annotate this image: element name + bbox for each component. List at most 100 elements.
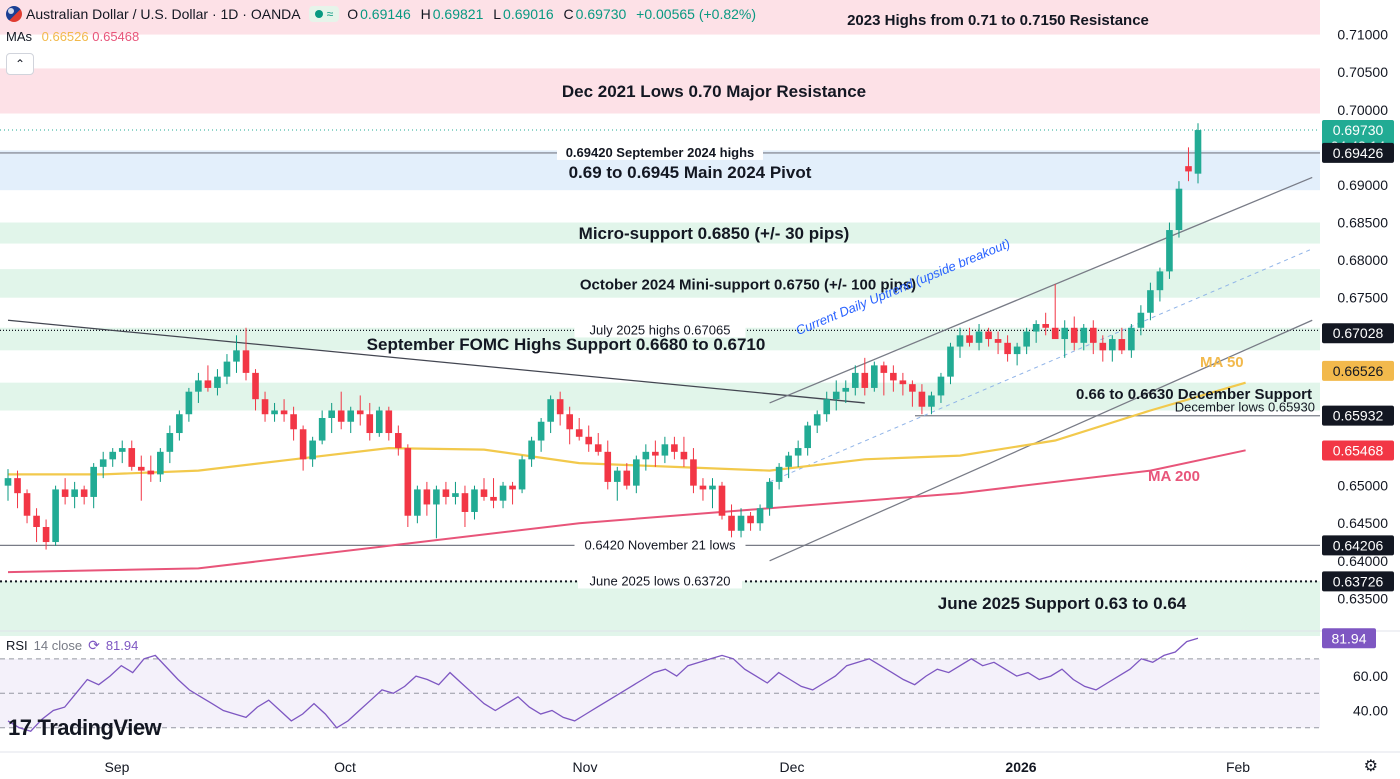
candle-body (1070, 327, 1078, 343)
time-tick: 2026 (1005, 759, 1036, 775)
price-badge-value-7: 0.63726 (1333, 573, 1384, 589)
candle-body (14, 478, 21, 494)
ma200-label: MA 200 (1148, 468, 1200, 485)
candle-body (1137, 312, 1145, 328)
rsi-tick: 40.00 (1353, 703, 1388, 719)
candle (528, 436, 535, 467)
candle-body (71, 489, 78, 497)
market-status-pill[interactable]: ≈ (308, 6, 340, 22)
candle-body (176, 414, 183, 434)
candle-body (233, 350, 240, 362)
candle-body (975, 331, 983, 343)
price-tick: 0.64500 (1337, 515, 1388, 531)
zone-label-2: 0.69 to 0.6945 Main 2024 Pivot (569, 163, 812, 182)
rsi-legend[interactable]: RSI 14 close ⟳ 81.94 (6, 637, 138, 654)
candle-body (623, 470, 631, 486)
mas-legend[interactable]: MAs 0.66526 0.65468 (6, 29, 139, 44)
price-tick: 0.67500 (1337, 290, 1388, 306)
candle (309, 436, 316, 467)
candle (547, 395, 554, 434)
candle-body (1099, 342, 1107, 351)
candle-body (442, 489, 450, 497)
candle-body (423, 489, 431, 505)
symbol-title[interactable]: Australian Dollar / U.S. Dollar · 1D · O… (26, 6, 301, 22)
candle (518, 455, 526, 494)
trendline-0 (7, 319, 865, 404)
candle (33, 508, 40, 543)
candle (490, 478, 497, 509)
candle-body (690, 459, 697, 486)
candle-body (499, 485, 507, 501)
candle-body (1175, 188, 1183, 231)
refresh-icon[interactable]: ⟳ (88, 637, 100, 653)
candle-body (157, 451, 164, 475)
candle-body (328, 410, 335, 418)
candle (1080, 324, 1088, 351)
candle-body (633, 459, 640, 486)
candle-body (461, 493, 469, 512)
candle-body (785, 455, 792, 467)
candle-body (90, 466, 97, 497)
price-axis[interactable]: 0.71000 0.70500 0.70000 0.69000 0.68500 0.680… (1320, 0, 1400, 779)
candle (204, 365, 212, 392)
candle-body (613, 470, 621, 482)
candle-body (890, 372, 897, 381)
candle-body (947, 346, 954, 377)
candle (166, 425, 174, 464)
candle (566, 406, 573, 445)
candle (356, 395, 364, 426)
candle (871, 361, 878, 392)
candle (233, 335, 240, 373)
candle (994, 331, 1002, 355)
candle-body (918, 391, 926, 407)
candle (14, 470, 21, 509)
candle (471, 485, 478, 520)
tradingview-logo[interactable]: 17 TradingView (8, 715, 162, 741)
candle-body (1051, 327, 1059, 340)
candle-body (280, 410, 288, 415)
candle (661, 436, 669, 464)
candle (709, 478, 716, 509)
candle (842, 380, 850, 403)
time-tick: Feb (1226, 759, 1250, 775)
candle-body (1004, 342, 1011, 355)
candle (909, 380, 916, 407)
candle-body (747, 515, 754, 524)
time-axis[interactable]: Sep Oct Nov Dec 2026 Feb (0, 751, 1400, 775)
candle (480, 478, 488, 501)
candle-body (375, 410, 383, 434)
rsi-pane[interactable]: 60.00 40.00 81.94 (0, 628, 1400, 732)
candle (1089, 320, 1097, 355)
candle-body (823, 399, 831, 415)
ohlc-values: O 0.69146 H 0.69821 L 0.69016 C 0.69730 +0.0… (347, 6, 762, 22)
candle (61, 478, 69, 505)
candle-body (528, 440, 535, 460)
candle (966, 327, 973, 347)
candle (71, 481, 78, 509)
collapse-legend-button[interactable]: ⌃ (6, 53, 34, 75)
candle-body (299, 429, 307, 460)
candle-body (271, 410, 278, 415)
candle (414, 485, 421, 524)
candle (585, 425, 593, 452)
candle-body (985, 331, 992, 340)
gear-icon[interactable]: ⚙ (1363, 758, 1378, 775)
price-tick: 0.68500 (1337, 215, 1388, 231)
candle (442, 481, 450, 505)
candle (1118, 327, 1126, 355)
trendline-1 (769, 176, 1313, 404)
candle-body (385, 410, 393, 434)
candle-body (147, 470, 155, 475)
candle-body (309, 440, 316, 460)
levels-layer (0, 129, 1320, 583)
rsi-tick: 60.00 (1353, 668, 1388, 684)
candle (937, 372, 945, 403)
level-label-1: July 2025 highs 0.67065 (590, 322, 731, 337)
candle-body (537, 421, 545, 441)
candle-body (185, 391, 193, 415)
candle (594, 433, 602, 456)
tradingview-logo-mark: 17 (8, 715, 32, 740)
candle (299, 425, 307, 471)
candle-body (861, 372, 869, 388)
